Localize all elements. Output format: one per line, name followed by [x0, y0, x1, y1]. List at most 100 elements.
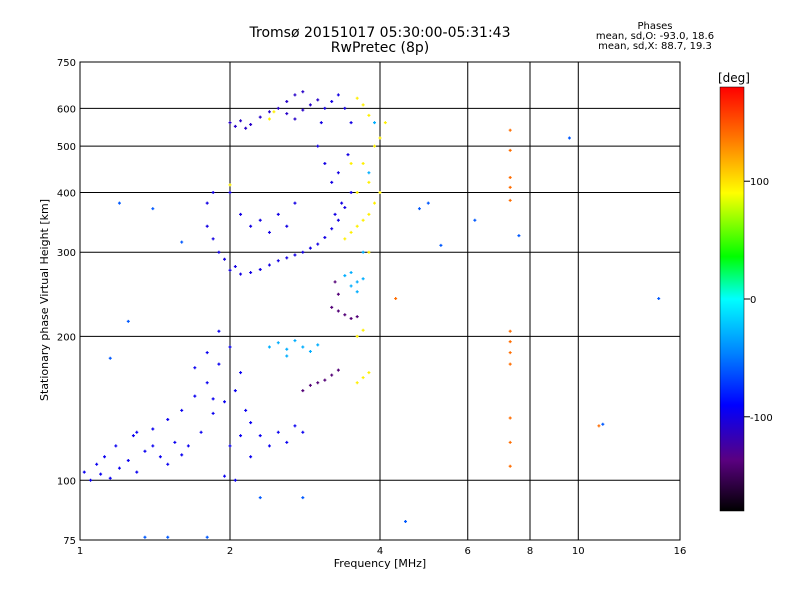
- y-tick-label: 100: [57, 476, 76, 487]
- data-point: [426, 201, 430, 205]
- data-point: [276, 259, 280, 263]
- data-point: [228, 444, 232, 448]
- y-tick-label: 500: [57, 142, 76, 153]
- data-point: [217, 329, 221, 333]
- data-point: [293, 339, 297, 343]
- data-point: [173, 440, 177, 444]
- data-point: [340, 201, 344, 205]
- data-point: [316, 144, 320, 148]
- data-point: [239, 212, 243, 216]
- data-point: [258, 434, 262, 438]
- data-point: [508, 351, 512, 355]
- data-point: [249, 224, 253, 228]
- data-point: [508, 340, 512, 344]
- data-point: [508, 416, 512, 420]
- data-point: [223, 400, 227, 404]
- data-point: [508, 464, 512, 468]
- data-point: [373, 201, 377, 205]
- data-point: [205, 535, 209, 539]
- data-point: [301, 90, 305, 94]
- x-tick-label: 16: [674, 546, 687, 557]
- data-point: [508, 148, 512, 152]
- data-point: [205, 351, 209, 355]
- data-point: [103, 455, 107, 459]
- data-point: [249, 271, 253, 275]
- data-point: [367, 171, 371, 175]
- data-point: [239, 272, 243, 276]
- data-point: [228, 121, 232, 125]
- data-point: [361, 328, 365, 332]
- data-point: [316, 242, 320, 246]
- data-point: [217, 362, 221, 366]
- data-point: [267, 345, 271, 349]
- data-point: [508, 362, 512, 366]
- data-point: [285, 347, 289, 351]
- data-point: [316, 98, 320, 102]
- chart-title-line2: RwPretec (8p): [330, 40, 430, 56]
- data-point: [343, 206, 347, 210]
- data-point: [258, 496, 262, 500]
- data-point: [301, 108, 305, 112]
- colorbar-tick-label: 100: [750, 177, 769, 188]
- data-point: [293, 117, 297, 121]
- data-point: [301, 496, 305, 500]
- data-point: [228, 183, 232, 187]
- data-point: [108, 476, 112, 480]
- data-point: [367, 212, 371, 216]
- data-point: [346, 153, 350, 157]
- x-tick-label: 10: [572, 546, 585, 557]
- data-point: [355, 190, 359, 194]
- data-point: [166, 418, 170, 422]
- data-point: [143, 535, 147, 539]
- data-point: [95, 462, 99, 466]
- data-point: [126, 458, 130, 462]
- data-point: [567, 136, 571, 140]
- data-point: [233, 265, 237, 269]
- data-point: [117, 201, 121, 205]
- data-point: [361, 376, 365, 380]
- data-point: [367, 113, 371, 117]
- data-point: [308, 103, 312, 107]
- data-point: [158, 455, 162, 459]
- data-point: [323, 378, 327, 382]
- data-point: [211, 190, 215, 194]
- data-point: [301, 250, 305, 254]
- data-point: [308, 246, 312, 250]
- x-tick-labels: 1 2 4 6 8 10 16: [77, 546, 687, 557]
- data-point: [378, 190, 382, 194]
- data-point: [508, 185, 512, 189]
- data-point: [336, 292, 340, 296]
- data-point: [211, 237, 215, 241]
- x-tick-label: 1: [77, 546, 83, 557]
- data-point: [343, 106, 347, 110]
- data-point: [323, 161, 327, 165]
- data-point: [244, 126, 248, 130]
- data-point: [336, 171, 340, 175]
- grid-lines: [80, 62, 680, 540]
- data-point: [258, 268, 262, 272]
- data-point: [378, 136, 382, 140]
- data-point: [114, 444, 118, 448]
- data-point: [383, 121, 387, 125]
- x-tick-label: 2: [227, 546, 233, 557]
- data-point: [301, 389, 305, 393]
- x-tick-label: 6: [465, 546, 471, 557]
- data-point: [126, 319, 130, 323]
- data-point: [367, 250, 371, 254]
- colorbar-label: [deg]: [718, 71, 750, 85]
- data-point: [117, 466, 121, 470]
- data-point: [293, 424, 297, 428]
- data-point: [355, 334, 359, 338]
- data-point: [285, 100, 289, 104]
- data-point: [330, 373, 334, 377]
- data-point: [211, 411, 215, 415]
- data-point: [285, 354, 289, 358]
- data-point: [228, 345, 232, 349]
- data-point: [135, 470, 139, 474]
- data-point: [267, 110, 271, 114]
- data-point: [403, 519, 407, 523]
- data-point: [272, 110, 276, 114]
- data-point: [285, 440, 289, 444]
- data-point: [373, 121, 377, 125]
- data-point: [323, 106, 327, 110]
